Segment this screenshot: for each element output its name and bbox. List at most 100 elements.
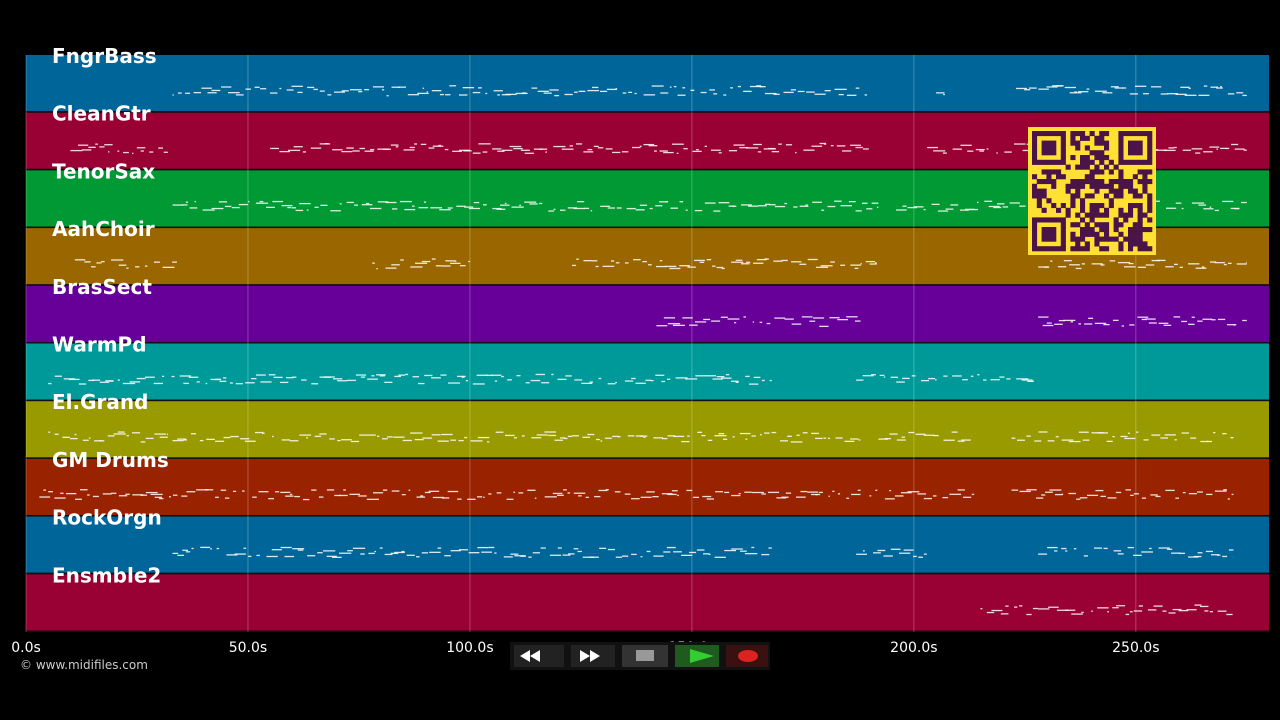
qr-cell [1118,131,1124,137]
qr-cell [1075,222,1081,228]
qr-cell [1080,164,1086,170]
qr-cell [1147,217,1153,223]
qr-cell [1051,203,1057,209]
qr-cell [1089,203,1095,209]
qr-cell [1094,155,1100,161]
qr-cell [1046,227,1052,233]
qr-cell [1137,169,1143,175]
qr-cell [1084,159,1090,165]
forward-button[interactable] [571,645,615,667]
track-lane [26,55,1269,112]
time-tick-label: 0.0s [11,640,41,656]
qr-cell [1089,179,1095,185]
qr-cell [1070,183,1076,189]
play-button[interactable] [675,645,719,667]
qr-cell [1099,227,1105,233]
qr-cell [1084,246,1090,252]
qr-cell [1070,155,1076,161]
qr-cell [1099,135,1105,141]
qr-cell [1118,193,1124,199]
qr-cell [1099,236,1105,242]
qr-cell [1104,212,1110,218]
qr-cell [1065,183,1071,189]
qr-cell [1132,145,1138,151]
qr-cell [1118,246,1124,252]
qr-cell [1051,140,1057,146]
qr-cell [1137,150,1143,156]
qr-cell [1094,212,1100,218]
qr-cell [1089,183,1095,189]
qr-cell [1113,179,1119,185]
qr-cell [1084,145,1090,151]
qr-cell [1147,207,1153,213]
qr-cell [1060,227,1066,233]
track-name: El.Grand [52,390,148,414]
qr-cell [1084,135,1090,141]
qr-cell [1060,231,1066,237]
qr-cell [1104,222,1110,228]
record-button[interactable] [726,645,768,667]
track-name: Ensmble2 [52,563,161,587]
qr-cell [1075,131,1081,137]
qr-cell [1075,246,1081,252]
qr-cell [1060,135,1066,141]
qr-cell [1051,231,1057,237]
qr-cell [1070,135,1076,141]
qr-cell [1056,174,1062,180]
qr-cell [1041,150,1047,156]
qr-cell [1032,159,1038,165]
qr-cell [1060,131,1066,137]
qr-cell [1147,203,1153,209]
qr-cell [1051,179,1057,185]
qr-cell [1104,145,1110,151]
qr-cell [1089,169,1095,175]
qr-cell [1128,150,1134,156]
qr-cell [1137,179,1143,185]
qr-cell [1147,145,1153,151]
qr-cell [1080,183,1086,189]
qr-cell [1089,207,1095,213]
qr-cell [1089,193,1095,199]
qr-cell [1032,222,1038,228]
qr-cell [1075,241,1081,247]
track-name: AahChoir [52,217,155,241]
qr-cell [1137,145,1143,151]
qr-cell [1118,169,1124,175]
qr-cell [1132,231,1138,237]
qr-cell [1041,169,1047,175]
qr-cell [1041,188,1047,194]
qr-cell [1036,246,1042,252]
qr-cell [1075,179,1081,185]
qr-cell [1132,193,1138,199]
qr-cell [1046,236,1052,242]
qr-cell [1094,183,1100,189]
qr-cell [1099,150,1105,156]
qr-cell [1094,169,1100,175]
stop-button[interactable] [622,645,668,667]
qr-cell [1123,183,1129,189]
qr-cell [1065,212,1071,218]
qr-cell [1070,246,1076,252]
qr-cell [1094,164,1100,170]
qr-cell [1056,246,1062,252]
qr-cell [1032,150,1038,156]
qr-cell [1036,188,1042,194]
rewind-button[interactable] [514,645,564,667]
qr-cell [1032,246,1038,252]
qr-cell [1099,183,1105,189]
qr-cell [1099,212,1105,218]
qr-cell [1147,159,1153,165]
qr-cell [1051,150,1057,156]
qr-cell [1113,188,1119,194]
record-icon [738,650,758,662]
qr-cell [1132,222,1138,228]
qr-cell [1032,231,1038,237]
qr-cell [1041,159,1047,165]
qr-cell [1075,236,1081,242]
qr-cell [1137,140,1143,146]
qr-cell [1070,236,1076,242]
qr-cell [1089,227,1095,233]
qr-cell [1137,159,1143,165]
track-name: TenorSax [52,159,155,183]
qr-cell [1108,198,1114,204]
